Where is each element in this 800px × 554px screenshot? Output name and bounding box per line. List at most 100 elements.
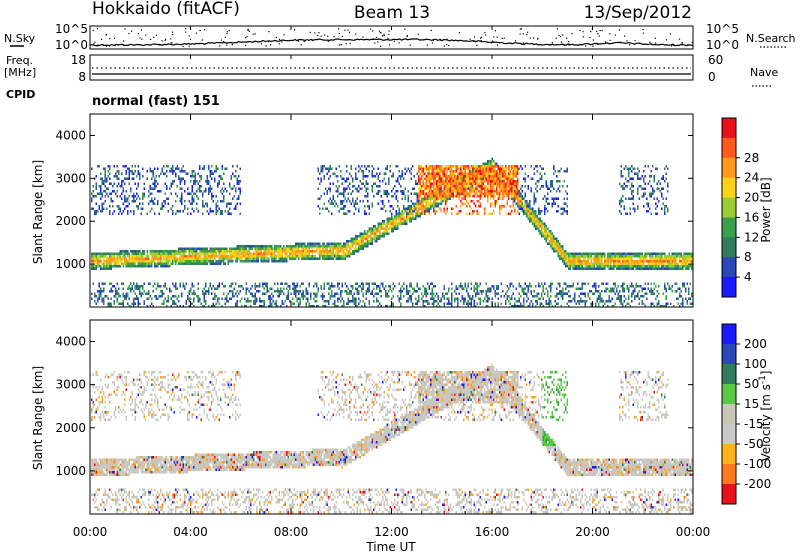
heatmap-cell [259, 245, 261, 248]
heatmap-cell [449, 182, 451, 185]
heatmap-cell [353, 300, 355, 303]
heatmap-cell [322, 170, 324, 173]
heatmap-cell [265, 252, 267, 255]
heatmap-cell [410, 177, 412, 180]
heatmap-cell [163, 255, 165, 258]
heatmap-cell [211, 177, 213, 180]
heatmap-cell [248, 257, 250, 260]
heatmap-cell [305, 292, 307, 295]
heatmap-cell [197, 187, 199, 190]
heatmap-cell [323, 250, 325, 253]
heatmap-cell [358, 302, 360, 305]
heatmap-cell [547, 235, 549, 238]
heatmap-cell [355, 175, 357, 178]
heatmap-cell [154, 262, 156, 265]
heatmap-cell [389, 170, 391, 173]
heatmap-cell [484, 172, 486, 175]
heatmap-cell [191, 187, 193, 190]
heatmap-cell [547, 227, 549, 230]
heatmap-cell [526, 200, 528, 203]
heatmap-cell [446, 185, 448, 188]
heatmap-cell [109, 165, 111, 168]
heatmap-cell [509, 172, 511, 175]
heatmap-cell [488, 180, 490, 183]
heatmap-cell [401, 212, 403, 215]
heatmap-cell [407, 197, 409, 200]
heatmap-cell [383, 227, 385, 230]
heatmap-cell [337, 180, 339, 183]
heatmap-cell [526, 300, 528, 303]
heatmap-cell [98, 290, 100, 293]
heatmap-cell [428, 302, 430, 305]
heatmap-cell [409, 220, 411, 223]
heatmap-cell [161, 167, 163, 170]
heatmap-cell [182, 210, 184, 213]
heatmap-cell [203, 257, 205, 260]
heatmap-cell [191, 200, 193, 203]
heatmap-cell [538, 210, 540, 213]
heatmap-cell [196, 262, 198, 265]
heatmap-cell [472, 172, 474, 175]
heatmap-cell [445, 205, 447, 208]
heatmap-cell [239, 300, 241, 303]
heatmap-cell [562, 290, 564, 293]
heatmap-cell [166, 262, 168, 265]
heatmap-cell [160, 172, 162, 175]
heatmap-cell [410, 207, 412, 210]
heatmap-cell [184, 287, 186, 290]
heatmap-cell [262, 282, 264, 285]
heatmap-cell [551, 247, 553, 250]
heatmap-cell [289, 247, 291, 250]
heatmap-cell [326, 257, 328, 260]
heatmap-cell [377, 167, 379, 170]
heatmap-cell [280, 255, 282, 258]
heatmap-cell [325, 207, 327, 210]
heatmap-cell [413, 217, 415, 220]
heatmap-cell [101, 205, 103, 208]
heatmap-cell [113, 257, 115, 260]
heatmap-cell [128, 257, 130, 260]
heatmap-cell [457, 180, 459, 183]
heatmap-cell [494, 295, 496, 298]
heatmap-cell [485, 167, 487, 170]
heatmap-cell [283, 250, 285, 253]
heatmap-cell [439, 175, 441, 178]
heatmap-cell [191, 302, 193, 305]
heatmap-cell [362, 177, 364, 180]
heatmap-cell [494, 302, 496, 305]
heatmap-cell [113, 252, 115, 255]
heatmap-cell [193, 247, 195, 250]
heatmap-cell [476, 187, 478, 190]
heatmap-cell [245, 305, 247, 308]
heatmap-cell [403, 207, 405, 210]
heatmap-cell [430, 185, 432, 188]
heatmap-cell [316, 295, 318, 298]
heatmap-cell [427, 300, 429, 303]
heatmap-cell [343, 195, 345, 198]
heatmap-cell [142, 252, 144, 255]
heatmap-cell [328, 250, 330, 253]
heatmap-cell [205, 247, 207, 250]
heatmap-cell [344, 252, 346, 255]
heatmap-cell [134, 302, 136, 305]
heatmap-cell [562, 250, 564, 253]
heatmap-cell [178, 175, 180, 178]
heatmap-cell [487, 172, 489, 175]
heatmap-cell [508, 212, 510, 215]
heatmap-cell [523, 207, 525, 210]
heatmap-cell [331, 290, 333, 293]
heatmap-cell [403, 282, 405, 285]
heatmap-cell [323, 285, 325, 288]
heatmap-cell [313, 255, 315, 258]
heatmap-cell [215, 212, 217, 215]
heatmap-cell [179, 180, 181, 183]
heatmap-cell [377, 305, 379, 308]
heatmap-cell [191, 175, 193, 178]
heatmap-cell [433, 285, 435, 288]
heatmap-cell [362, 240, 364, 243]
heatmap-cell [368, 300, 370, 303]
heatmap-cell [383, 230, 385, 233]
noise-dot [597, 32, 599, 35]
heatmap-cell [278, 260, 280, 263]
heatmap-cell [494, 182, 496, 185]
